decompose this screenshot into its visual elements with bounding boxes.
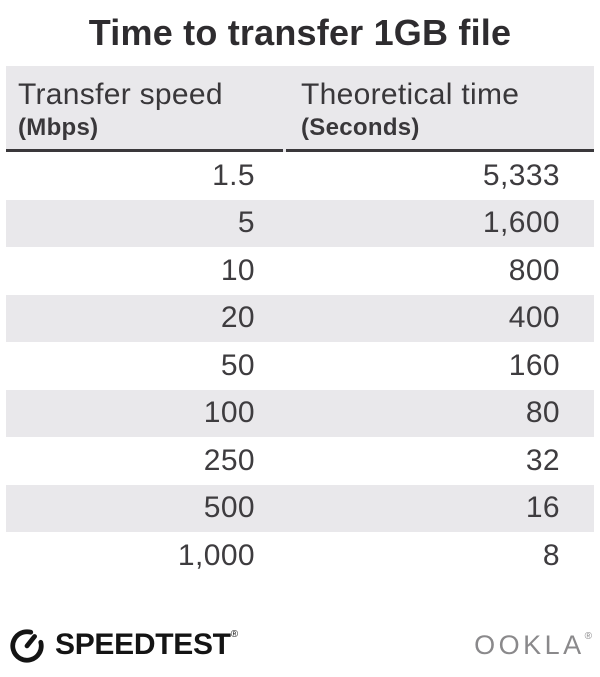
- table-row: 50 160: [6, 342, 594, 390]
- table-row: 500 16: [6, 484, 594, 532]
- table-row: 250 32: [6, 437, 594, 485]
- registered-trademark-icon: ®: [230, 629, 239, 640]
- transfer-speed-cell: 500: [203, 491, 255, 525]
- column-header-theoretical-time: Theoretical time (Seconds): [286, 66, 594, 152]
- table-row: 1.5 5,333: [6, 152, 594, 200]
- table-body: 1.5 5,333 5 1,600 10 800 20 400 50 160 100 80 250 32 5…: [6, 152, 594, 580]
- footer: SPEEDTEST ® OOKLA ®: [0, 624, 600, 666]
- transfer-speed-cell: 10: [220, 253, 255, 287]
- transfer-speed-cell: 50: [220, 348, 255, 382]
- table-row: 100 80: [6, 389, 594, 437]
- column-label: Transfer speed: [18, 78, 223, 111]
- theoretical-time-cell: 80: [525, 396, 560, 430]
- transfer-speed-cell: 20: [220, 301, 255, 335]
- column-unit: (Mbps): [18, 114, 99, 141]
- transfer-speed-cell: 100: [203, 396, 255, 430]
- column-unit: (Seconds): [301, 114, 420, 141]
- theoretical-time-cell: 16: [525, 491, 560, 525]
- registered-trademark-icon: ®: [584, 630, 592, 642]
- theoretical-time-cell: 1,600: [482, 206, 560, 240]
- theoretical-time-cell: 400: [508, 301, 560, 335]
- transfer-speed-cell: 1.5: [212, 158, 255, 192]
- speedtest-gauge-icon: [10, 629, 44, 663]
- column-label: Theoretical time: [301, 78, 520, 111]
- transfer-time-table: Transfer speed (Mbps) Theoretical time (…: [6, 66, 594, 580]
- transfer-speed-cell: 250: [203, 443, 255, 477]
- speedtest-logo: SPEEDTEST ®: [8, 626, 238, 664]
- table-row: 20 400: [6, 294, 594, 342]
- transfer-speed-cell: 1,000: [177, 538, 255, 572]
- theoretical-time-cell: 8: [542, 538, 560, 572]
- page-title: Time to transfer 1GB file: [88, 12, 512, 53]
- table-row: 1,000 8: [6, 532, 594, 580]
- table-header-row: Transfer speed (Mbps) Theoretical time (…: [6, 66, 594, 152]
- transfer-speed-cell: 5: [237, 206, 255, 240]
- table-row: 10 800: [6, 247, 594, 295]
- ookla-wordmark: OOKLA: [474, 629, 585, 660]
- theoretical-time-cell: 32: [525, 443, 560, 477]
- theoretical-time-cell: 5,333: [482, 158, 560, 192]
- speedtest-wordmark: SPEEDTEST: [55, 628, 231, 661]
- table-row: 5 1,600: [6, 199, 594, 247]
- ookla-logo: OOKLA ®: [474, 630, 592, 661]
- title-bar: Time to transfer 1GB file: [0, 0, 600, 66]
- column-header-transfer-speed: Transfer speed (Mbps): [6, 66, 283, 152]
- theoretical-time-cell: 800: [508, 253, 560, 287]
- theoretical-time-cell: 160: [508, 348, 560, 382]
